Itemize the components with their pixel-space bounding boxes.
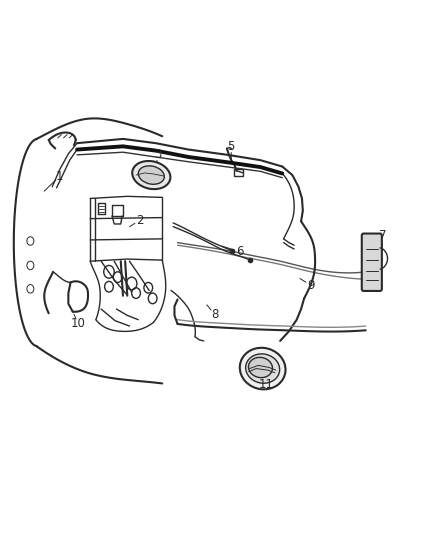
Ellipse shape	[132, 161, 170, 189]
Text: 2: 2	[136, 214, 143, 227]
Text: 11: 11	[259, 378, 274, 391]
Ellipse shape	[240, 348, 286, 390]
Text: 10: 10	[71, 318, 86, 330]
Text: 6: 6	[236, 245, 244, 258]
Ellipse shape	[246, 354, 279, 383]
Text: 7: 7	[379, 229, 386, 242]
Ellipse shape	[248, 357, 272, 378]
Text: 5: 5	[227, 140, 235, 154]
Text: 1: 1	[56, 169, 64, 183]
Text: 8: 8	[211, 308, 218, 321]
FancyBboxPatch shape	[362, 233, 382, 291]
Bar	[234, 168, 243, 176]
Text: 9: 9	[307, 279, 314, 292]
Text: 3: 3	[154, 148, 162, 161]
Ellipse shape	[138, 166, 164, 184]
